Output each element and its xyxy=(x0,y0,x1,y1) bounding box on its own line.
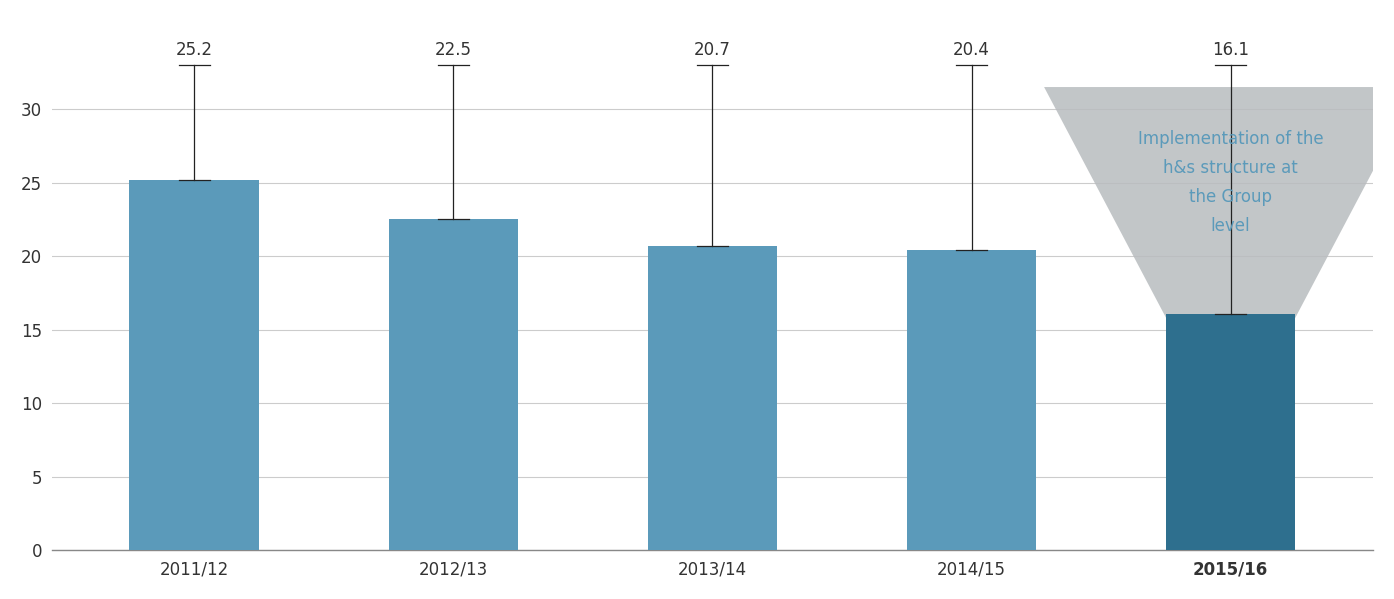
Text: 16.1: 16.1 xyxy=(1213,41,1249,59)
Text: Implementation of the
h&s structure at
the Group
level: Implementation of the h&s structure at t… xyxy=(1138,130,1323,235)
Text: 25.2: 25.2 xyxy=(176,41,213,59)
Bar xyxy=(130,180,259,550)
Text: 22.5: 22.5 xyxy=(435,41,471,59)
Polygon shape xyxy=(1044,87,1394,440)
Bar xyxy=(906,250,1036,550)
Text: 20.7: 20.7 xyxy=(694,41,730,59)
Bar xyxy=(1165,314,1295,550)
Bar xyxy=(389,219,519,550)
Text: 20.4: 20.4 xyxy=(953,41,990,59)
Bar xyxy=(648,246,778,550)
